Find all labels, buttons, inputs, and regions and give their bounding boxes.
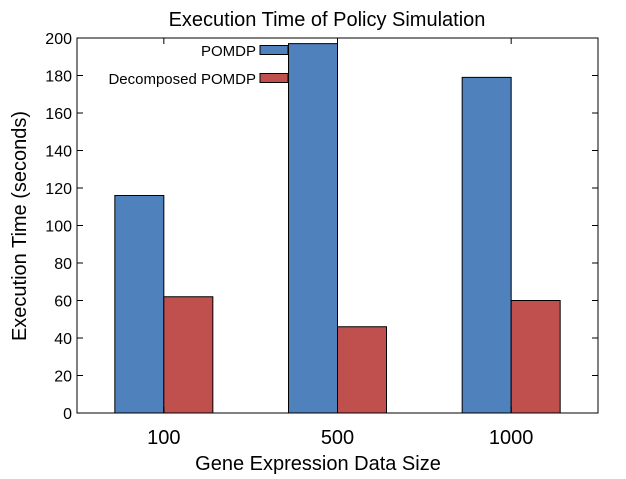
y-tick-label: 200: [45, 31, 72, 48]
bar-pomdp-100: [114, 195, 165, 414]
x-tick-label: 100: [147, 427, 180, 449]
y-tick-label: 140: [45, 144, 72, 161]
bar-decomposed-pomdp-500: [337, 326, 387, 414]
bar-pomdp-500: [288, 43, 338, 414]
legend-label: POMDP: [201, 43, 256, 60]
x-tick-label: 1000: [489, 427, 534, 449]
y-tick-label: 180: [45, 69, 72, 86]
bar-decomposed-pomdp-1000: [510, 300, 561, 414]
y-tick-label: 60: [54, 294, 72, 311]
plot-frame: [76, 37, 599, 414]
x-axis-ticks: 100 500 1000: [147, 38, 533, 449]
bars-group: [114, 43, 561, 414]
legend-label: Decomposed POMDP: [108, 71, 256, 88]
y-tick-label: 0: [63, 406, 72, 423]
x-tick-label: 500: [321, 427, 354, 449]
y-tick-label: 100: [45, 219, 72, 236]
chart-title: Execution Time of Policy Simulation: [169, 9, 486, 31]
legend: POMDP Decomposed POMDP: [108, 43, 289, 88]
y-tick-label: 40: [54, 331, 72, 348]
y-tick-label: 20: [54, 369, 72, 386]
legend-swatch: [259, 73, 289, 83]
x-axis-label: Gene Expression Data Size: [195, 453, 441, 475]
y-tick-label: 160: [45, 106, 72, 123]
y-axis-label: Execution Time (seconds): [9, 111, 31, 341]
y-axis-ticks: 0 20 40 60 80 100 120 140 160 180 200: [45, 31, 598, 423]
legend-swatch: [259, 45, 289, 55]
bar-pomdp-1000: [461, 76, 512, 414]
y-tick-label: 80: [54, 256, 72, 273]
y-tick-label: 120: [45, 181, 72, 198]
bar-decomposed-pomdp-100: [163, 296, 214, 414]
